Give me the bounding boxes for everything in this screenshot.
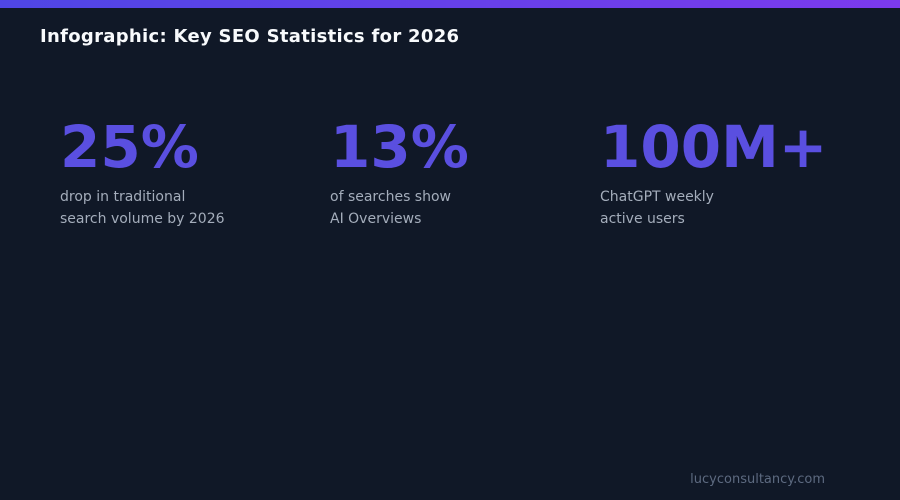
stat-card-chatgpt-users: 100M+ ChatGPT weekly active users [600,118,870,230]
stat-label-line: ChatGPT weekly [600,189,714,205]
stat-label-line: AI Overviews [330,211,422,227]
stat-label: ChatGPT weekly active users [600,186,870,230]
stat-value: 25% [60,113,199,181]
stat-label: drop in traditional search volume by 202… [60,186,330,230]
stats-row: 25% drop in traditional search volume by… [60,118,870,230]
stat-value: 100M+ [600,113,828,181]
stat-card-search-volume: 25% drop in traditional search volume by… [60,118,330,230]
page-title: Infographic: Key SEO Statistics for 2026 [40,26,460,47]
stat-label: of searches show AI Overviews [330,186,600,230]
stat-value: 13% [330,113,469,181]
stat-label-line: drop in traditional [60,189,186,205]
stat-card-ai-overviews: 13% of searches show AI Overviews [330,118,600,230]
accent-gradient-bar [0,0,900,8]
stat-label-line: active users [600,211,685,227]
stat-label-line: of searches show [330,189,451,205]
stat-label-line: search volume by 2026 [60,211,225,227]
footer-website-url: lucyconsultancy.com [690,472,825,487]
